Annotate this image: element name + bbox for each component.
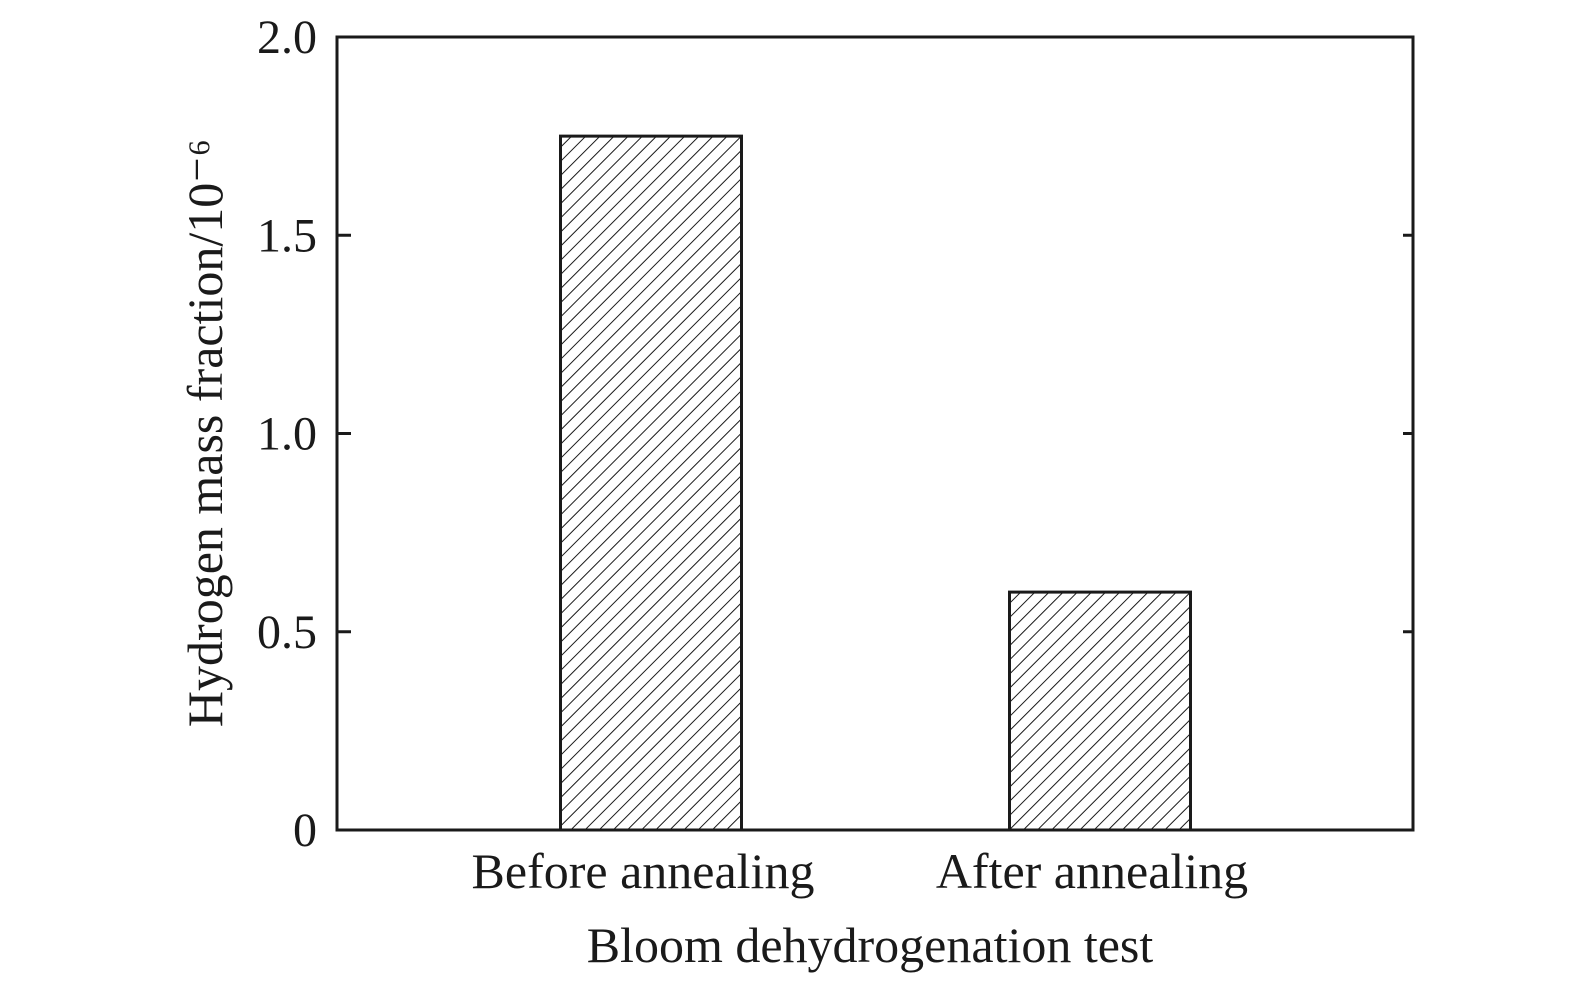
y-axis-ticks: 0 0.5 1.0 1.5 2.0 (257, 11, 1413, 857)
y-tick-label: 1.5 (257, 209, 317, 262)
y-tick-label: 1.0 (257, 408, 317, 461)
x-axis-label: Bloom dehydrogenation test (587, 917, 1154, 973)
y-tick-label: 0.5 (257, 606, 317, 659)
y-tick-label: 0 (293, 804, 317, 857)
x-category-label: After annealing (936, 843, 1248, 899)
bar-after-annealing (1008, 590, 1192, 832)
y-tick-label: 2.0 (257, 11, 317, 64)
bars-group (559, 134, 1192, 832)
bar-before-annealing (559, 134, 743, 832)
plot-area (335, 35, 1415, 832)
x-axis-category-labels: Before annealing After annealing (472, 843, 1249, 899)
plot-frame (335, 35, 1415, 832)
y-axis-label: Hydrogen mass fraction/10⁻⁶ (177, 139, 233, 727)
x-category-label: Before annealing (472, 843, 815, 899)
